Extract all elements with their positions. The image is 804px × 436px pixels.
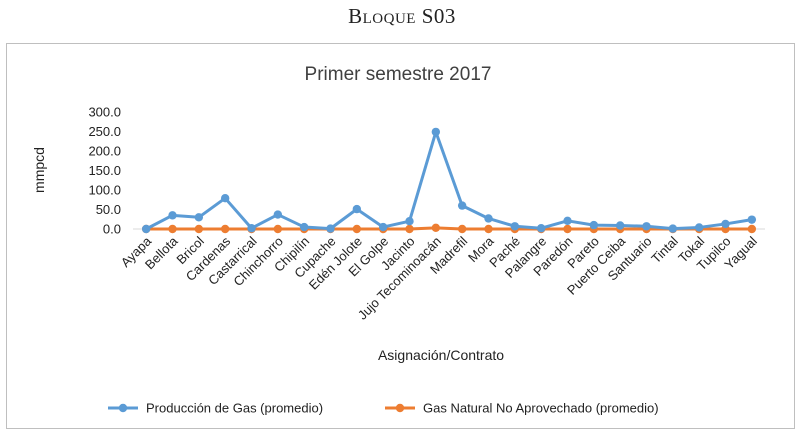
data-point bbox=[484, 224, 493, 234]
data-point bbox=[141, 224, 151, 234]
data-point bbox=[405, 217, 414, 226]
data-point bbox=[536, 224, 546, 233]
chart-title: Primer semestre 2017 bbox=[305, 64, 492, 85]
y-tick-label: 0.0 bbox=[103, 222, 121, 237]
data-point bbox=[563, 224, 572, 234]
x-axis-label: Asignación/Contrato bbox=[378, 347, 504, 363]
y-axis-label: mmpcd bbox=[31, 147, 47, 193]
x-tick-label: Tintal bbox=[648, 233, 681, 266]
data-point bbox=[589, 220, 599, 230]
data-point bbox=[694, 223, 704, 232]
data-point bbox=[484, 214, 493, 223]
data-point bbox=[247, 224, 256, 233]
data-point bbox=[326, 224, 335, 233]
data-point bbox=[220, 193, 230, 203]
legend-marker bbox=[118, 403, 128, 413]
legend-label: Gas Natural No Aprovechado (promedio) bbox=[423, 401, 659, 416]
legend-label: Producción de Gas (promedio) bbox=[146, 401, 323, 416]
page-heading: Bloque S03 bbox=[348, 4, 456, 28]
data-point bbox=[378, 222, 388, 232]
data-point bbox=[273, 210, 283, 219]
data-point bbox=[747, 224, 757, 234]
legend: Producción de Gas (promedio) Gas Natural … bbox=[108, 401, 659, 416]
data-point bbox=[721, 219, 730, 229]
data-point bbox=[220, 224, 230, 234]
y-tick-label: 200.0 bbox=[88, 144, 121, 159]
data-point bbox=[352, 204, 362, 214]
y-tick-label: 250.0 bbox=[88, 124, 121, 139]
chart-frame bbox=[6, 43, 795, 429]
data-point bbox=[431, 223, 441, 233]
data-point bbox=[615, 221, 625, 230]
data-point bbox=[194, 213, 204, 222]
data-point bbox=[405, 224, 414, 234]
series-line bbox=[145, 130, 753, 231]
y-tick-label: 100.0 bbox=[88, 183, 121, 198]
series-layer bbox=[141, 127, 757, 234]
y-tick-label: 300.0 bbox=[88, 105, 121, 120]
y-tick-label: 150.0 bbox=[88, 163, 121, 178]
data-point bbox=[510, 222, 520, 231]
data-point bbox=[194, 224, 204, 234]
data-point bbox=[747, 215, 757, 224]
data-point bbox=[168, 211, 177, 220]
y-tick-label: 50.0 bbox=[96, 202, 121, 217]
data-point bbox=[431, 127, 441, 137]
data-point bbox=[563, 216, 572, 226]
legend-marker bbox=[395, 403, 405, 413]
data-point bbox=[299, 222, 309, 232]
axes-layer: 0.050.0100.0150.0200.0250.0300.0AyapaBel… bbox=[88, 105, 765, 323]
data-point bbox=[352, 224, 362, 234]
data-point bbox=[457, 224, 467, 234]
data-point bbox=[168, 224, 177, 234]
series-line bbox=[146, 226, 752, 231]
data-point bbox=[642, 222, 651, 231]
data-point bbox=[668, 224, 678, 233]
data-point bbox=[273, 224, 283, 234]
data-point bbox=[457, 201, 467, 210]
